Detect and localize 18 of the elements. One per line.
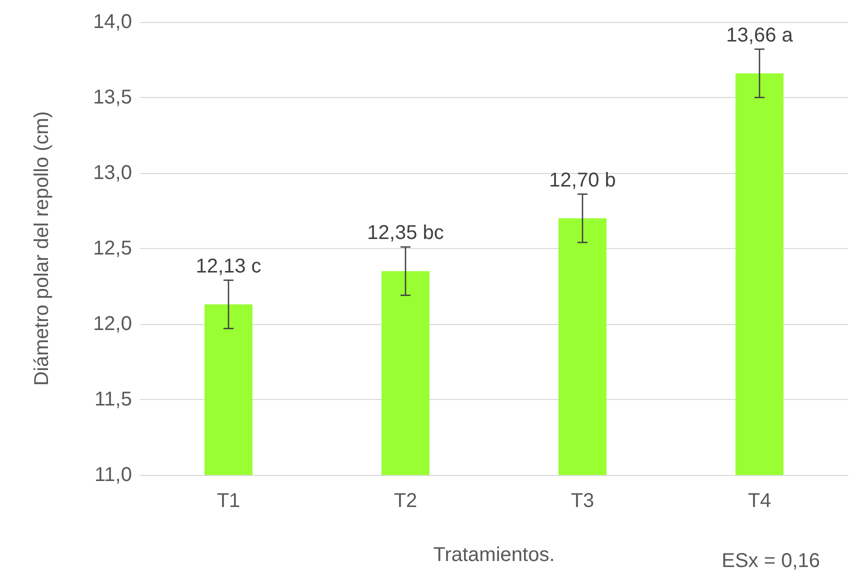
data-label: 13,66 a bbox=[726, 24, 794, 46]
y-tick-label: 11,0 bbox=[94, 464, 132, 486]
data-label: 12,35 bc bbox=[367, 222, 444, 244]
y-tick-label: 12,0 bbox=[93, 313, 132, 335]
y-tick-label: 13,5 bbox=[93, 86, 132, 108]
data-label: 12,13 c bbox=[196, 255, 262, 278]
y-tick-label: 12,5 bbox=[93, 238, 132, 260]
data-label: 12,70 b bbox=[549, 169, 616, 192]
x-axis-title: Tratamientos. bbox=[433, 544, 555, 566]
y-tick-label: 13,0 bbox=[93, 162, 132, 184]
y-tick-label: 11,5 bbox=[94, 388, 132, 410]
x-tick-label: T2 bbox=[394, 490, 418, 512]
x-tick-label: T1 bbox=[216, 490, 240, 512]
x-tick-label: T4 bbox=[748, 490, 772, 512]
y-axis-title: Diámetro polar del repollo (cm) bbox=[31, 111, 53, 386]
text: ESx = 0,16 bbox=[722, 550, 820, 572]
x-tick-label: T3 bbox=[570, 490, 594, 512]
y-tick-label: 14,0 bbox=[93, 11, 132, 33]
